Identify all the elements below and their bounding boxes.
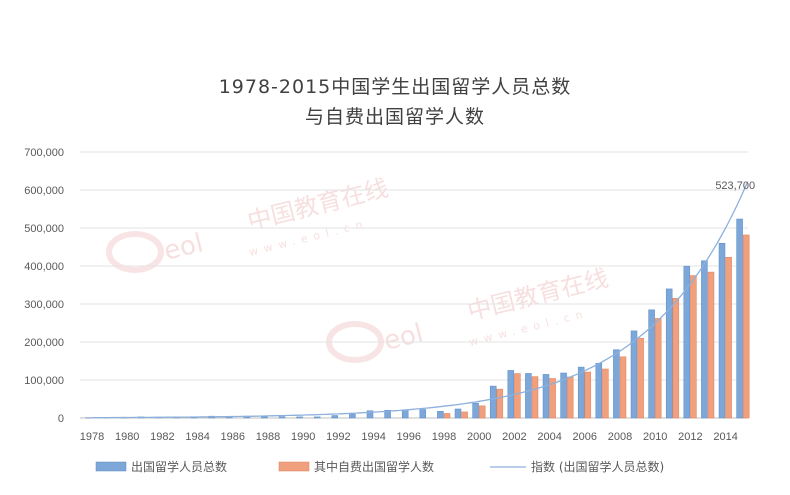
x-tick-label: 1986	[221, 431, 245, 443]
bar-total	[366, 410, 374, 419]
y-tick-label: 700,000	[24, 147, 64, 159]
bar-self-funded	[478, 405, 486, 419]
bar-total	[683, 265, 691, 419]
bar-total	[577, 366, 585, 419]
annotations: 523,700	[715, 180, 755, 192]
gridlines	[80, 151, 748, 419]
data-label-max: 523,700	[715, 180, 755, 192]
bar-self-funded	[584, 371, 592, 419]
bar-self-funded	[496, 388, 504, 419]
y-tick-label: 300,000	[24, 299, 64, 311]
x-tick-label: 2012	[678, 431, 702, 443]
bar-self-funded	[461, 411, 468, 419]
bar-total	[665, 288, 673, 419]
x-tick-label: 1994	[361, 431, 385, 443]
bar-self-funded	[602, 368, 609, 419]
bar-total	[349, 413, 356, 419]
legend-label-trendline: 指数 (出国留学人员总数)	[531, 459, 664, 474]
bar-self-funded	[531, 376, 539, 419]
bar-self-funded	[672, 298, 680, 419]
y-tick-label: 200,000	[24, 337, 64, 349]
y-tick-label: 100,000	[24, 375, 64, 387]
bar-self-funded	[514, 373, 521, 419]
x-tick-label: 2006	[573, 431, 597, 443]
x-tick-label: 2014	[713, 431, 737, 443]
bar-total	[437, 411, 444, 419]
x-tick-label: 1998	[432, 431, 456, 443]
bar-self-funded	[566, 376, 574, 419]
bar-total	[296, 416, 303, 419]
bar-total	[595, 363, 603, 419]
y-tick-label: 0	[58, 413, 64, 425]
bars	[85, 218, 750, 419]
x-tick-label: 1984	[185, 431, 209, 443]
bar-total	[542, 374, 550, 419]
x-tick-label: 1978	[80, 431, 104, 443]
legend-swatch-self-funded	[278, 461, 310, 472]
bar-total	[560, 372, 567, 419]
x-tick-label: 1982	[150, 431, 174, 443]
bar-total	[454, 408, 462, 419]
bar-total	[525, 373, 532, 419]
bar-self-funded	[619, 356, 627, 419]
y-axis-ticks: 0 100,000 200,000 300,000 400,000 500,000 600,…	[24, 147, 64, 425]
bar-self-funded	[549, 378, 556, 419]
bar-total	[701, 260, 708, 419]
bar-self-funded	[654, 318, 662, 419]
bar-total	[472, 402, 479, 419]
watermark-logo-text: eol	[161, 228, 206, 267]
bar-total	[489, 385, 497, 419]
y-tick-label: 500,000	[24, 223, 64, 235]
bar-total	[384, 410, 391, 419]
bar-self-funded	[690, 275, 697, 419]
x-tick-label: 1990	[291, 431, 315, 443]
legend-swatch-total	[95, 461, 127, 472]
watermark-logo-icon	[106, 231, 164, 273]
chart-title: 1978-2015中国学生出国留学人员总数	[218, 76, 572, 98]
watermark-logo-text: eol	[381, 318, 426, 357]
watermark-text: 中国教育在线	[465, 264, 611, 326]
x-tick-label: 2004	[537, 431, 561, 443]
x-tick-label: 2000	[467, 431, 491, 443]
trendline-path	[92, 181, 749, 419]
y-tick-label: 400,000	[24, 261, 64, 273]
y-tick-label: 600,000	[24, 185, 64, 197]
bar-total	[419, 409, 427, 419]
x-tick-label: 1996	[397, 431, 421, 443]
bar-total	[261, 416, 268, 419]
bar-total	[278, 416, 286, 419]
bar-self-funded	[707, 271, 715, 419]
bar-total	[736, 218, 743, 419]
bar-self-funded	[637, 337, 644, 419]
bar-total	[401, 409, 409, 419]
chart-subtitle: 与自费出国留学人数	[304, 106, 485, 128]
bar-total	[613, 349, 620, 419]
legend: 出国留学人员总数 其中自费出国留学人数 指数 (出国留学人员总数)	[95, 459, 664, 474]
x-tick-label: 2008	[608, 431, 632, 443]
bar-total	[648, 309, 655, 419]
x-axis-ticks: 1978 1980 1982 1984 1986 1988 1990 1992 1994 1996…	[80, 431, 738, 443]
x-tick-label: 2010	[643, 431, 667, 443]
trendline	[92, 181, 749, 419]
legend-label-self-funded: 其中自费出国留学人数	[314, 459, 434, 474]
bar-self-funded	[725, 257, 732, 419]
bar-total	[718, 243, 726, 419]
bar-total	[630, 330, 638, 419]
watermark-text: 中国教育在线	[245, 174, 391, 236]
legend-label-total: 出国留学人员总数	[131, 459, 227, 474]
bar-self-funded	[742, 234, 750, 419]
x-tick-label: 1980	[115, 431, 139, 443]
x-tick-label: 1988	[256, 431, 280, 443]
bar-self-funded	[443, 413, 451, 419]
x-tick-label: 1992	[326, 431, 350, 443]
x-tick-label: 2002	[502, 431, 526, 443]
bar-total	[313, 416, 321, 419]
bar-total	[331, 415, 339, 419]
